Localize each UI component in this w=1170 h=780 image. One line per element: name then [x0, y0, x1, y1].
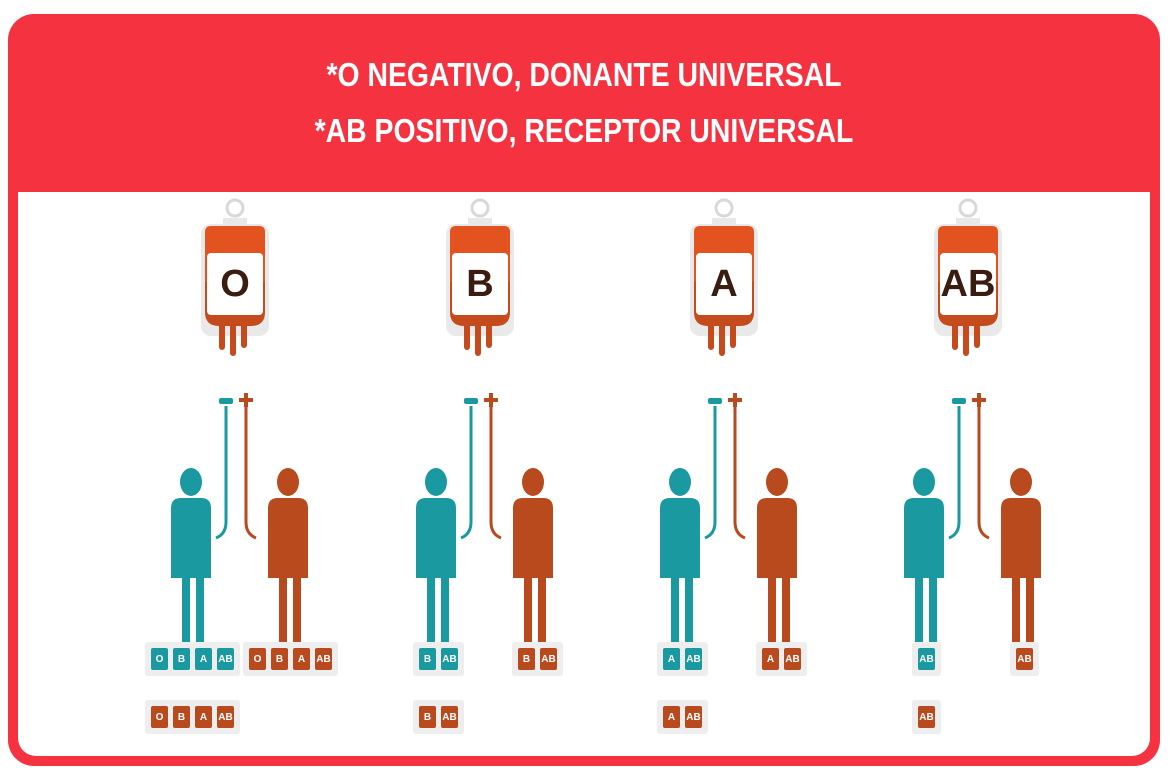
person-icon [171, 468, 211, 642]
header-line-universal-donor: *O NEGATIVO, DONANTE UNIVERSAL [326, 56, 842, 93]
blood-chip: B [173, 706, 190, 728]
blood-chip: O [151, 648, 168, 670]
blood-group-ab: AB AB AB AB [876, 192, 1126, 756]
chip-row-negative-receives: AB [912, 642, 941, 676]
blood-chip: A [195, 648, 212, 670]
blood-chip: AB [918, 648, 935, 670]
chip-row-negative-receives: A AB [657, 642, 708, 676]
chip-row-negative-receives: B AB [413, 642, 464, 676]
blood-chip: B [419, 648, 436, 670]
blood-chip: AB [217, 706, 234, 728]
blood-chip: B [271, 648, 288, 670]
blood-chip: AB [918, 706, 935, 728]
blood-chip: A [293, 648, 310, 670]
chip-row-negative-donates: B AB [413, 700, 464, 734]
plus-icon [728, 393, 742, 407]
bag-label: O [207, 253, 263, 315]
blood-chip: A [762, 648, 779, 670]
minus-icon [219, 398, 233, 404]
blood-chip: B [518, 648, 535, 670]
blood-chip: AB [685, 648, 702, 670]
person-icon [660, 468, 700, 642]
blood-chip: B [419, 706, 436, 728]
bag-label: B [452, 253, 508, 315]
chip-row-negative-donates: O B A AB [145, 700, 240, 734]
person-icon [416, 468, 456, 642]
minus-icon [464, 398, 478, 404]
person-icon [513, 468, 553, 642]
person-icon [1001, 468, 1041, 642]
plus-icon [484, 393, 498, 407]
chip-row-positive-receives: B AB [512, 642, 563, 676]
infographic-frame: *O NEGATIVO, DONANTE UNIVERSAL *AB POSIT… [8, 14, 1160, 766]
blood-chip: A [663, 706, 680, 728]
bag-label: A [696, 253, 752, 315]
bag-label: AB [940, 253, 996, 315]
person-icon [904, 468, 944, 642]
chip-row-negative-donates: A AB [657, 700, 708, 734]
minus-icon [708, 398, 722, 404]
blood-group-o: O O B A AB O B A AB O B A AB [143, 192, 393, 756]
header-line-universal-receiver: *AB POSITIVO, RECEPTOR UNIVERSAL [314, 112, 854, 149]
person-icon [757, 468, 797, 642]
blood-chip: B [173, 648, 190, 670]
person-icon [268, 468, 308, 642]
blood-group-a: A A AB A AB A AB [632, 192, 882, 756]
chip-row-negative-receives: O B A AB [145, 642, 240, 676]
blood-chip: AB [540, 648, 557, 670]
chip-row-positive-receives: AB [1010, 642, 1039, 676]
blood-chip: AB [784, 648, 801, 670]
blood-chip: AB [685, 706, 702, 728]
plus-icon [972, 393, 986, 407]
blood-chip: O [249, 648, 266, 670]
blood-chip: AB [315, 648, 332, 670]
blood-chip: AB [217, 648, 234, 670]
blood-chip: O [151, 706, 168, 728]
plus-icon [239, 393, 253, 407]
blood-chip: AB [441, 706, 458, 728]
chip-row-negative-donates: AB [912, 700, 941, 734]
chip-row-positive-receives: O B A AB [243, 642, 338, 676]
blood-chip: AB [1016, 648, 1033, 670]
header: *O NEGATIVO, DONANTE UNIVERSAL *AB POSIT… [89, 14, 1080, 192]
minus-icon [952, 398, 966, 404]
blood-chip: A [663, 648, 680, 670]
blood-group-b: B B AB B AB B AB [388, 192, 638, 756]
diagram-panel: O O B A AB O B A AB O B A AB [18, 192, 1150, 756]
chip-row-positive-receives: A AB [756, 642, 807, 676]
blood-chip: A [195, 706, 212, 728]
blood-chip: AB [441, 648, 458, 670]
